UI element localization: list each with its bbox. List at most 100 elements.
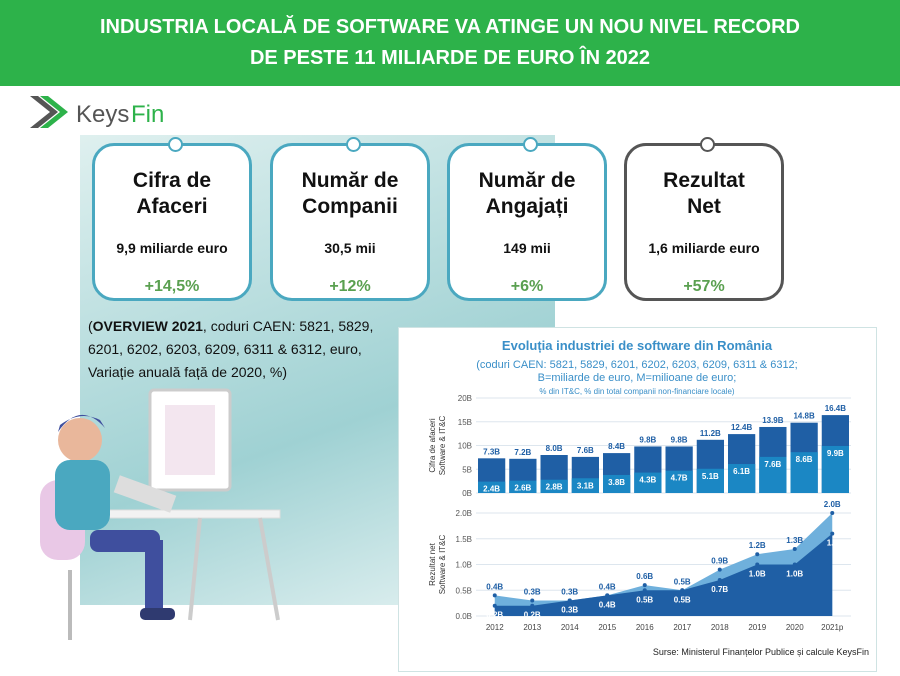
y-axis-label: Rezultat net: [428, 542, 437, 585]
value-label: 0.4B: [599, 582, 616, 591]
point: [792, 547, 797, 552]
bar: [571, 478, 599, 493]
value-label: 14.8B: [793, 412, 815, 421]
value-label: 2.8B: [546, 483, 563, 492]
value-label: 9.9B: [827, 449, 844, 458]
card-value: 9,9 miliarde euro: [116, 240, 228, 256]
point: [717, 567, 722, 572]
y-tick-label: 1.0B: [456, 561, 472, 570]
illustration: [40, 388, 281, 640]
chart-subtitle: % din IT&C, % din total companii non-fin…: [539, 387, 735, 396]
bar: [696, 468, 724, 493]
y-tick-label: 2.0B: [456, 509, 472, 518]
y-tick-label: 0.0B: [456, 612, 472, 621]
x-tick-label: 2013: [523, 623, 541, 632]
y-axis-label: Software & IT&C: [438, 534, 447, 594]
card-title-line: Rezultat: [663, 169, 745, 192]
point: [830, 511, 835, 515]
bar: [509, 480, 537, 493]
chart: Evoluția industriei de software din Româ…: [428, 338, 869, 657]
note-open: (: [88, 318, 93, 334]
value-label: 0.3B: [561, 606, 578, 615]
value-label: 3.1B: [577, 481, 594, 490]
y-tick-label: 15B: [458, 418, 472, 427]
point: [492, 603, 497, 608]
value-label: 0.3B: [524, 588, 541, 597]
y-tick-label: 5B: [462, 465, 472, 474]
y-tick-label: 0.5B: [456, 586, 472, 595]
header: INDUSTRIA LOCALĂ DE SOFTWARE VA ATINGE U…: [0, 0, 900, 86]
value-label: 3.8B: [608, 478, 625, 487]
y-tick-label: 1.5B: [456, 535, 472, 544]
value-label: 0.2B: [486, 611, 503, 620]
value-label: 8.0B: [546, 444, 563, 453]
bar: [759, 456, 787, 493]
chart-subtitle: (coduri CAEN: 5821, 5829, 6201, 6202, 62…: [476, 359, 797, 371]
title-line: INDUSTRIA LOCALĂ DE SOFTWARE VA ATINGE U…: [99, 16, 800, 38]
bar: [728, 464, 756, 493]
card-title: Rezultat Net: [627, 168, 781, 220]
point: [755, 562, 760, 567]
value-label: 16.4B: [825, 404, 847, 413]
card: Număr de Angajați 149 mii +6%: [447, 137, 607, 301]
bar: [665, 470, 693, 493]
value-label: 7.6B: [764, 460, 781, 469]
value-label: 1.0B: [786, 570, 803, 579]
logo-b: Fin: [131, 101, 164, 128]
value-label: 13.9B: [762, 416, 784, 425]
point: [680, 588, 685, 593]
card-title: Cifra de Afaceri: [95, 168, 249, 220]
x-tick-label: 2019: [748, 623, 766, 632]
card-value: 30,5 mii: [324, 240, 376, 256]
value-label: 12.4B: [731, 423, 753, 432]
value-label: 7.2B: [514, 448, 531, 457]
value-label: 7.6B: [577, 446, 594, 455]
value-label: 9.8B: [639, 435, 656, 444]
value-label: 1.3B: [786, 536, 803, 545]
card-title-line: Companii: [302, 195, 398, 218]
y-axis-label: Software & IT&C: [438, 415, 447, 475]
value-label: 0.2B: [524, 611, 541, 620]
value-label: 0.5B: [636, 595, 653, 604]
x-tick-label: 2017: [673, 623, 691, 632]
card-title: Număr de Angajați: [450, 168, 604, 220]
value-label: 7.3B: [483, 447, 500, 456]
y-axis-label: Cifra de afaceri: [428, 418, 437, 472]
bar: [821, 445, 849, 493]
point: [530, 598, 535, 603]
card-dot: [168, 137, 183, 152]
value-label: 8.4B: [608, 442, 625, 451]
logo: Keys Fin: [30, 96, 164, 128]
value-label: 1.6: [827, 539, 839, 548]
value-label: 0.4B: [486, 582, 503, 591]
card-change: +14,5%: [144, 278, 200, 295]
x-tick-label: 2015: [598, 623, 616, 632]
bar: [478, 481, 506, 493]
value-label: 0.5B: [674, 577, 691, 586]
note: (OVERVIEW 2021, coduri CAEN: 5821, 5829,…: [88, 315, 398, 384]
point: [830, 531, 835, 536]
card-title: Număr de Companii: [273, 168, 427, 220]
y-tick-label: 10B: [458, 442, 472, 451]
value-label: 5.1B: [702, 472, 719, 481]
card-value: 1,6 miliarde euro: [648, 240, 760, 256]
value-label: 1.2B: [749, 541, 766, 550]
point: [605, 593, 610, 598]
value-label: 2.4B: [483, 485, 500, 494]
card-value: 149 mii: [503, 240, 551, 256]
card-dot: [523, 137, 538, 152]
title-line: DE PESTE 11 MILIARDE DE EURO ÎN 2022: [249, 47, 651, 69]
card: Rezultat Net 1,6 miliarde euro +57%: [624, 137, 784, 301]
x-tick-label: 2018: [711, 623, 729, 632]
chart-title: Evoluția industriei de software din Româ…: [502, 338, 773, 353]
bar: [540, 479, 568, 493]
x-tick-label: 2020: [786, 623, 804, 632]
card-change: +12%: [329, 278, 371, 295]
bar: [634, 472, 662, 493]
value-label: 0.3B: [561, 588, 578, 597]
card-change: +57%: [683, 278, 725, 295]
chart-subtitle: B=miliarde de euro, M=milioane de euro;: [538, 372, 737, 384]
logo-a: Keys: [76, 101, 129, 128]
point: [530, 603, 535, 608]
